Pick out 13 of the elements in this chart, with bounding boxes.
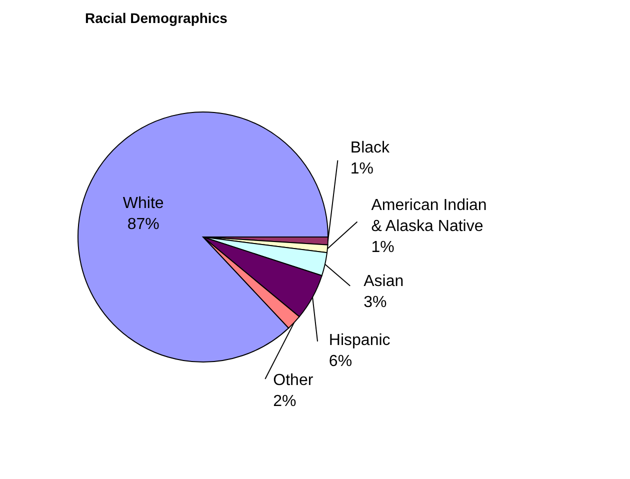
slice-label: Other — [273, 372, 314, 390]
data-label: 1% — [350, 160, 374, 178]
slice-label: White — [122, 195, 164, 212]
data-label: 87% — [127, 216, 160, 234]
slice-label: Hispanic — [328, 332, 390, 350]
chart-title: Racial Demographics — [85, 10, 228, 26]
data-label: 6% — [328, 353, 352, 370]
data-label: 2% — [273, 393, 296, 410]
data-label: 3% — [364, 294, 387, 311]
slice-label: Asian — [364, 272, 404, 290]
slice-label: American Indian & Alaska Native — [371, 196, 487, 235]
data-label: 1% — [371, 238, 394, 256]
slice-label: Black — [350, 139, 391, 156]
